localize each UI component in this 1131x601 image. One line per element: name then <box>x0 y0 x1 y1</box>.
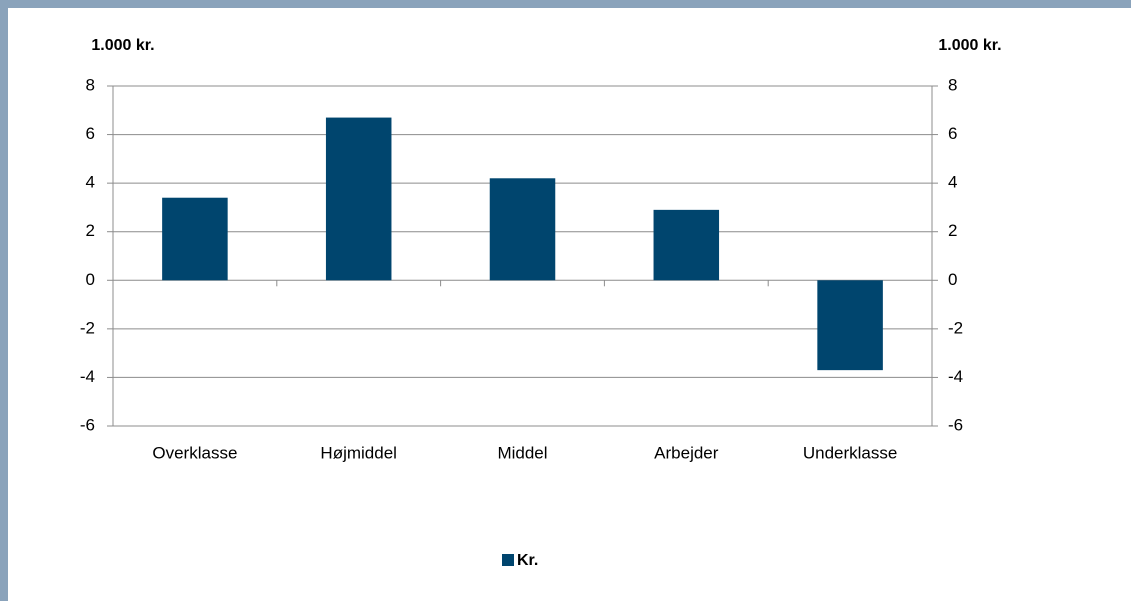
x-tick-label: Overklasse <box>152 443 237 462</box>
x-tick-label: Højmiddel <box>320 443 397 462</box>
y-axis-label: 1.000 kr. <box>91 37 154 54</box>
bar <box>653 209 720 281</box>
y-tick-label: -4 <box>80 367 95 386</box>
y2-tick-label: -4 <box>948 367 963 386</box>
bar <box>817 280 883 371</box>
x-tick-label: Middel <box>497 443 547 462</box>
bar <box>162 197 228 281</box>
y-tick-label: -2 <box>80 318 95 337</box>
bar <box>325 117 392 281</box>
y2-tick-label: 0 <box>948 270 957 289</box>
bar <box>489 178 556 281</box>
y2-tick-label: -6 <box>948 415 963 434</box>
header-strip <box>0 0 1131 8</box>
y-tick-label: 2 <box>86 221 95 240</box>
legend-swatch <box>502 554 514 566</box>
y2-axis-label: 1.000 kr. <box>938 37 1001 54</box>
frame-left <box>0 0 8 601</box>
y2-tick-label: 6 <box>948 124 957 143</box>
y2-tick-label: 2 <box>948 221 957 240</box>
x-tick-label: Arbejder <box>654 443 719 462</box>
y2-tick-label: 4 <box>948 173 957 192</box>
y2-tick-label: -2 <box>948 318 963 337</box>
y-tick-label: 6 <box>86 124 95 143</box>
y-tick-label: 8 <box>86 75 95 94</box>
legend-label: Kr. <box>517 552 538 569</box>
y-tick-label: -6 <box>80 415 95 434</box>
x-tick-label: Underklasse <box>803 443 898 462</box>
y2-tick-label: 8 <box>948 75 957 94</box>
y-tick-label: 4 <box>86 173 95 192</box>
y-tick-label: 0 <box>86 270 95 289</box>
